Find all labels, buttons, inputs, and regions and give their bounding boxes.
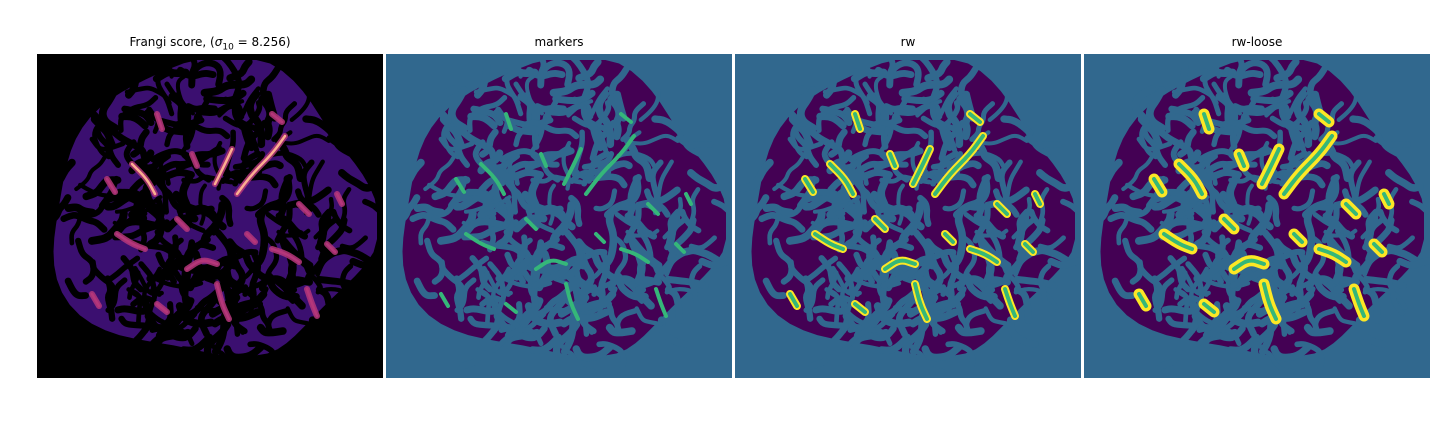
rw-image xyxy=(735,54,1081,378)
frangi-panel-title: Frangi score, (σ10 = 8.256) xyxy=(129,35,291,53)
rw-loose-panel-title: rw-loose xyxy=(1231,35,1283,49)
rw-panel-title: rw xyxy=(900,35,916,49)
vessel-labels xyxy=(439,112,693,321)
frangi-score-image xyxy=(37,54,383,378)
frangi-gaps xyxy=(40,54,383,378)
tissue-holes xyxy=(1087,54,1430,378)
rw-svg xyxy=(735,54,1081,378)
vessel-labels xyxy=(786,110,1044,323)
frangi-score-svg xyxy=(37,54,383,378)
tissue-holes xyxy=(389,54,732,378)
vessel-labels xyxy=(1133,108,1395,325)
rw-loose-image xyxy=(1084,54,1430,378)
rw-loose-svg xyxy=(1084,54,1430,378)
frangi-vessels xyxy=(89,111,345,322)
markers-image xyxy=(386,54,732,378)
markers-panel-title: markers xyxy=(534,35,584,49)
markers-svg xyxy=(386,54,732,378)
